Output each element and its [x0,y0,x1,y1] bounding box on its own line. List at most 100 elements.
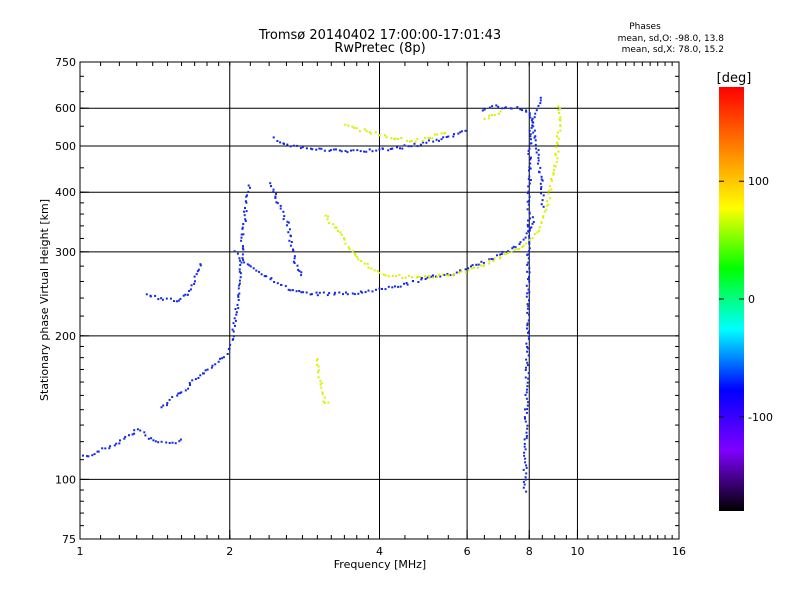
data-point [197,268,200,271]
data-point [505,252,508,255]
data-point [161,298,164,301]
data-point [522,468,525,471]
data-point [536,231,539,234]
data-point [344,149,347,152]
data-point [237,294,240,297]
data-point [524,420,527,423]
data-point [483,263,486,266]
data-point [299,147,302,150]
data-point [128,434,130,437]
data-point [432,140,435,143]
data-point [529,142,531,145]
data-point [326,218,329,221]
data-point [464,129,467,132]
data-point [191,379,194,382]
data-point [369,132,372,135]
data-point [133,429,136,432]
data-point [526,408,529,411]
data-point [527,278,529,281]
colorbar-tick-label: -100 [748,411,773,424]
data-point [499,256,502,259]
data-point [471,264,474,267]
data-point [531,117,534,120]
data-point [310,147,312,150]
data-point [195,273,198,276]
data-point [384,134,386,137]
data-point [194,280,196,283]
data-point [438,273,441,276]
data-point [526,364,529,367]
data-point [272,190,275,193]
data-point [526,208,529,211]
data-point [179,438,182,441]
data-point [133,432,136,435]
data-point [348,248,351,250]
data-point [424,136,427,139]
data-point [532,131,535,134]
data-point [488,259,491,262]
data-point [507,250,510,253]
data-point [293,262,296,264]
data-point [525,295,528,298]
data-point [523,445,526,448]
data-point [354,254,357,257]
data-point [534,135,537,138]
data-point [447,135,450,138]
data-point [525,466,528,469]
data-point [542,215,545,218]
data-point [482,265,485,268]
data-point [525,391,528,394]
data-point [238,257,241,260]
data-point [363,262,366,265]
data-point [335,148,337,151]
colorbar-label: [deg] [717,71,752,86]
data-point [548,189,550,192]
data-point [528,241,531,244]
data-point [237,287,240,290]
data-point [527,305,530,308]
data-point [527,257,530,260]
data-point [239,259,241,262]
data-point [526,223,529,226]
data-point [432,274,434,277]
data-point [427,139,430,142]
data-point [234,319,237,322]
data-point [399,285,402,288]
data-point [529,179,532,181]
data-point [286,143,289,146]
data-point [530,156,532,159]
data-point [179,392,182,395]
data-point [540,188,542,190]
data-point [244,207,246,209]
data-point [419,143,422,146]
data-point [96,450,99,453]
data-point [414,140,417,143]
data-point [483,117,486,120]
data-point [204,369,207,372]
data-point [481,109,484,112]
data-point [376,270,379,272]
data-point [345,291,347,294]
data-point [365,130,368,133]
data-point [401,147,404,150]
data-point [316,358,319,361]
data-point [157,441,160,444]
data-point [523,454,526,457]
data-point [240,236,243,239]
data-point [239,276,242,279]
data-point [512,245,515,248]
data-point [441,273,444,276]
data-point [241,257,244,260]
data-point [460,270,463,273]
data-point [381,288,383,290]
data-point [406,283,409,286]
data-point [535,151,538,154]
colorbar-ticks: 100 0 -100 [719,175,773,424]
data-point [527,153,530,155]
data-point [538,226,541,229]
data-point [338,291,341,294]
data-point [351,250,354,253]
data-point [542,205,545,208]
data-point [243,261,246,264]
data-point [514,246,517,249]
